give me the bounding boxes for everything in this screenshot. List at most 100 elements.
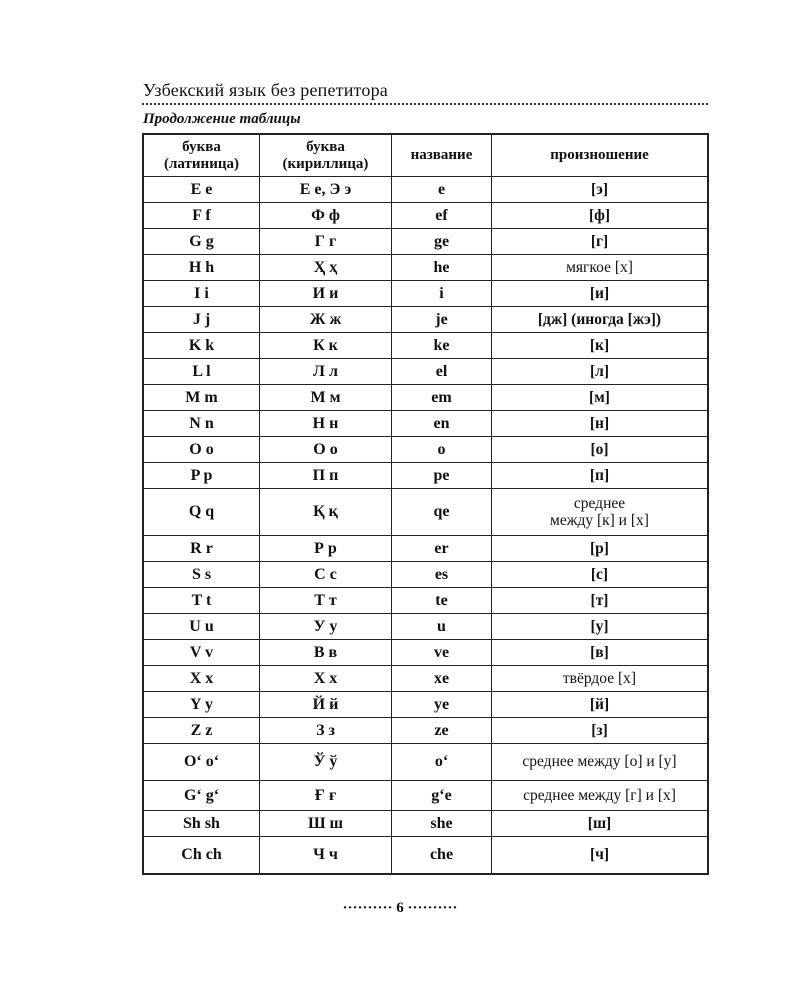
cell-latin: Z z [142, 717, 260, 744]
cell-latin: X x [142, 665, 260, 692]
cell-latin: E e [142, 176, 260, 203]
cell-name: che [391, 836, 492, 875]
cell-cyrillic: М м [259, 384, 392, 411]
cell-name: o‘ [391, 743, 492, 781]
header-pronunciation: произношение [491, 133, 709, 177]
cell-pronunciation: [о] [491, 436, 709, 463]
table-row: Ch ch Ч ч che [ч] [142, 836, 709, 875]
cell-name: g‘e [391, 780, 492, 811]
cell-pronunciation: [з] [491, 717, 709, 744]
cell-pronunciation: твёрдое [х] [491, 665, 709, 692]
alphabet-table: буква (латиница) буква (кириллица) названи… [142, 133, 709, 875]
cell-cyrillic: Ҳ ҳ [259, 254, 392, 281]
cell-pronunciation: [и] [491, 280, 709, 307]
cell-latin: Y y [142, 691, 260, 718]
cell-pronunciation: [р] [491, 535, 709, 562]
cell-cyrillic: З з [259, 717, 392, 744]
cell-pronunciation: [дж] (иногда [жэ]) [491, 306, 709, 333]
cell-pronunciation: [у] [491, 613, 709, 640]
cell-cyrillic: Г г [259, 228, 392, 255]
cell-name: she [391, 810, 492, 837]
cell-cyrillic: У у [259, 613, 392, 640]
cell-latin: Q q [142, 488, 260, 536]
cell-latin: K k [142, 332, 260, 359]
header-latin: буква (латиница) [142, 133, 260, 177]
cell-pronunciation: [л] [491, 358, 709, 385]
cell-cyrillic: В в [259, 639, 392, 666]
cell-latin: J j [142, 306, 260, 333]
cell-cyrillic: Й й [259, 691, 392, 718]
cell-latin: P p [142, 462, 260, 489]
cell-name: ge [391, 228, 492, 255]
cell-cyrillic: С с [259, 561, 392, 588]
cell-cyrillic: Т т [259, 587, 392, 614]
cell-latin: M m [142, 384, 260, 411]
table-continuation-caption: Продолжение таблицы [143, 111, 301, 127]
table-row: Sh sh Ш ш she [ш] [142, 810, 709, 837]
cell-latin: O o [142, 436, 260, 463]
cell-cyrillic: Ж ж [259, 306, 392, 333]
cell-pronunciation: мягкое [х] [491, 254, 709, 281]
cell-pronunciation: [к] [491, 332, 709, 359]
cell-latin: N n [142, 410, 260, 437]
cell-pronunciation: среднее между [г] и [х] [491, 780, 709, 811]
cell-cyrillic: Ў ў [259, 743, 392, 781]
cell-pronunciation: [ф] [491, 202, 709, 229]
cell-latin: Ch ch [142, 836, 260, 875]
cell-pronunciation: [т] [491, 587, 709, 614]
header-dotted-divider [142, 103, 708, 105]
cell-name: pe [391, 462, 492, 489]
cell-cyrillic: Ч ч [259, 836, 392, 875]
cell-latin: Sh sh [142, 810, 260, 837]
cell-name: er [391, 535, 492, 562]
cell-name: ve [391, 639, 492, 666]
header-cyrillic: буква (кириллица) [259, 133, 392, 177]
cell-name: en [391, 410, 492, 437]
cell-name: he [391, 254, 492, 281]
cell-cyrillic: Л л [259, 358, 392, 385]
cell-cyrillic: Н н [259, 410, 392, 437]
cell-pronunciation: [н] [491, 410, 709, 437]
cell-name: es [391, 561, 492, 588]
cell-pronunciation: среднее между [к] и [х] [491, 488, 709, 536]
cell-pronunciation: [м] [491, 384, 709, 411]
table-row: G‘ g‘ Ғ ғ g‘e среднее между [г] и [х] [142, 780, 709, 811]
cell-latin: R r [142, 535, 260, 562]
cell-latin: V v [142, 639, 260, 666]
cell-pronunciation: [ш] [491, 810, 709, 837]
cell-cyrillic: П п [259, 462, 392, 489]
cell-latin: S s [142, 561, 260, 588]
cell-latin: G g [142, 228, 260, 255]
cell-cyrillic: О о [259, 436, 392, 463]
cell-name: el [391, 358, 492, 385]
cell-latin: H h [142, 254, 260, 281]
cell-cyrillic: Ш ш [259, 810, 392, 837]
running-header-title: Узбекский язык без репетитора [143, 80, 388, 100]
cell-name: o [391, 436, 492, 463]
cell-latin: U u [142, 613, 260, 640]
cell-pronunciation: среднее между [о] и [у] [491, 743, 709, 781]
cell-name: xe [391, 665, 492, 692]
cell-name: qe [391, 488, 492, 536]
cell-cyrillic: Е е, Э э [259, 176, 392, 203]
cell-name: e [391, 176, 492, 203]
cell-name: ye [391, 691, 492, 718]
cell-name: em [391, 384, 492, 411]
header-name: название [391, 133, 492, 177]
